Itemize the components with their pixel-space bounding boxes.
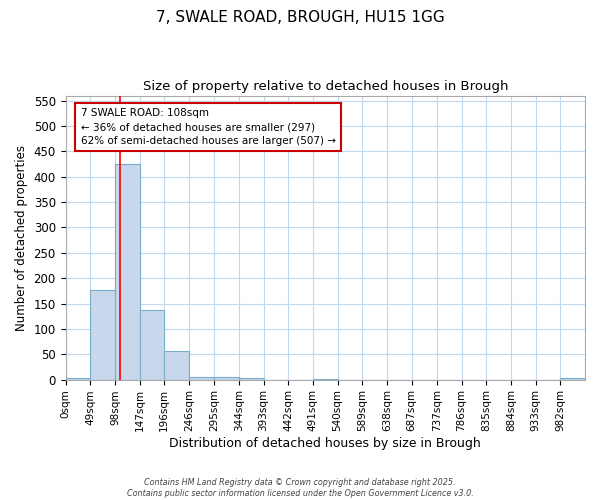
Bar xyxy=(140,310,164,380)
Bar xyxy=(214,377,239,380)
Bar xyxy=(164,350,189,380)
Bar xyxy=(313,379,338,380)
Y-axis label: Number of detached properties: Number of detached properties xyxy=(15,144,28,330)
Title: Size of property relative to detached houses in Brough: Size of property relative to detached ho… xyxy=(143,80,508,93)
Bar xyxy=(239,378,263,380)
X-axis label: Distribution of detached houses by size in Brough: Distribution of detached houses by size … xyxy=(169,437,481,450)
Bar xyxy=(560,378,585,380)
Bar xyxy=(65,378,90,380)
Bar xyxy=(115,164,140,380)
Text: Contains HM Land Registry data © Crown copyright and database right 2025.
Contai: Contains HM Land Registry data © Crown c… xyxy=(127,478,473,498)
Text: 7 SWALE ROAD: 108sqm
← 36% of detached houses are smaller (297)
62% of semi-deta: 7 SWALE ROAD: 108sqm ← 36% of detached h… xyxy=(80,108,335,146)
Text: 7, SWALE ROAD, BROUGH, HU15 1GG: 7, SWALE ROAD, BROUGH, HU15 1GG xyxy=(155,10,445,25)
Bar xyxy=(90,290,115,380)
Bar xyxy=(190,377,214,380)
